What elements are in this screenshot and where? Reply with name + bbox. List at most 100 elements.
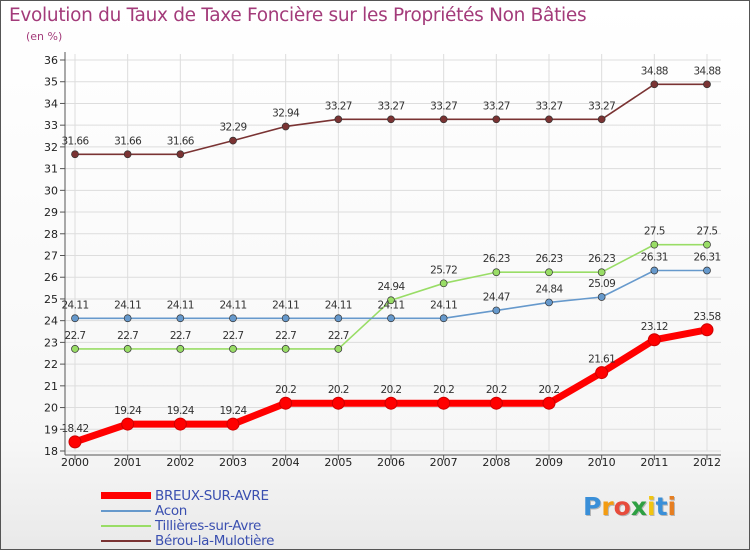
data-point [279,396,293,410]
data-point [492,306,501,315]
data-label: 21.61 [588,354,615,366]
data-point [387,314,395,323]
data-label: 24.11 [272,299,299,311]
data-point [176,345,185,353]
data-point [387,296,395,305]
data-label: 27.5 [697,226,718,238]
data-label: 24.47 [483,291,510,303]
data-label: 24.84 [535,283,563,295]
legend-label: BREUX-SUR-AVRE [155,487,269,504]
data-label: 20.2 [433,384,454,396]
data-point [384,396,398,410]
data-label: 22.7 [328,330,349,342]
data-label: 20.2 [539,384,560,396]
y-tick-label: 31 [44,163,58,176]
data-label: 23.58 [693,311,720,323]
data-point [123,150,132,159]
data-point [68,435,82,449]
data-label: 27.5 [644,226,665,238]
data-label: 24.11 [114,299,141,311]
data-point [123,314,132,323]
data-label: 22.7 [117,330,138,342]
logo-letter: P [583,492,602,521]
data-label: 33.27 [483,100,510,112]
data-label: 26.31 [641,251,668,263]
data-point [597,293,606,301]
logo-letter: o [613,492,631,521]
legend-swatch-breux [101,492,151,499]
data-label: 34.88 [641,65,668,77]
y-tick-label: 26 [44,271,58,284]
legend-swatch-acon [101,509,151,512]
x-tick-label: 2003 [219,456,247,469]
data-label: 20.2 [328,384,349,396]
data-point [703,266,711,275]
legend-item[interactable]: Bérou-la-Mulotière [101,533,274,549]
data-point [123,345,132,353]
data-point [71,345,79,353]
legend-item[interactable]: BREUX-SUR-AVRE [101,487,274,504]
data-labels: 18.42 19.24 19.24 19.24 20.2 20.2 20.2 20.2 20.2… [61,65,721,435]
data-point [229,314,237,323]
data-point [597,115,606,124]
data-label: 20.2 [486,384,507,396]
data-label: 31.66 [61,135,89,147]
data-label: 19.24 [167,405,195,417]
legend: BREUX-SUR-AVRE Acon Tillières-sur-Avre B… [101,487,274,549]
data-point [437,396,451,410]
y-tick-label: 29 [44,206,58,219]
y-tick-label: 35 [44,76,58,89]
data-label: 24.11 [219,299,246,311]
legend-item[interactable]: Tillières-sur-Avre [101,518,274,534]
data-label: 19.24 [219,405,247,417]
data-point [176,314,185,323]
data-label: 22.7 [65,330,86,342]
data-point [650,266,659,275]
logo-letter: i [647,492,656,521]
legend-swatch-berou [101,539,151,542]
series-lines [68,80,714,449]
x-tick-label: 2010 [588,456,616,469]
data-point [492,115,501,124]
data-label: 22.7 [223,330,244,342]
data-label: 26.23 [483,253,510,265]
logo-letter: x [630,492,647,521]
data-point [703,240,711,249]
data-label: 25.72 [430,264,457,276]
y-tick-label: 28 [44,228,58,241]
data-point [229,345,237,353]
data-label: 24.11 [377,299,404,311]
data-point [650,80,659,89]
data-point [176,150,185,159]
data-point [334,345,343,353]
data-point [334,314,343,323]
axes: 18 19 20 21 22 23 24 25 26 27 28 29 30 31 32 33 34 35 36 20… [44,52,721,469]
legend-swatch-tillieres [101,524,151,527]
x-tick-label: 2006 [377,456,405,469]
data-label: 33.27 [535,100,562,112]
data-point [281,122,290,131]
y-tick-label: 22 [44,358,58,371]
logo-letter: i [667,492,677,521]
data-point [545,115,553,124]
data-point [439,279,448,288]
logo-letter: r [601,492,614,521]
data-label: 18.42 [61,423,88,435]
legend-item[interactable]: Acon [101,503,274,519]
x-tick-label: 2012 [693,456,721,469]
data-point [703,80,711,89]
data-label: 20.2 [275,384,296,396]
data-point [650,240,659,249]
data-label: 19.24 [114,405,142,417]
data-point [545,298,553,307]
x-tick-label: 2011 [640,456,668,469]
logo-letter: t [655,492,668,521]
unit-label: (en %) [26,30,63,43]
data-label: 33.27 [588,100,615,112]
data-point [387,115,395,124]
data-label: 24.11 [430,299,457,311]
data-point [542,396,556,410]
data-point [334,115,343,124]
